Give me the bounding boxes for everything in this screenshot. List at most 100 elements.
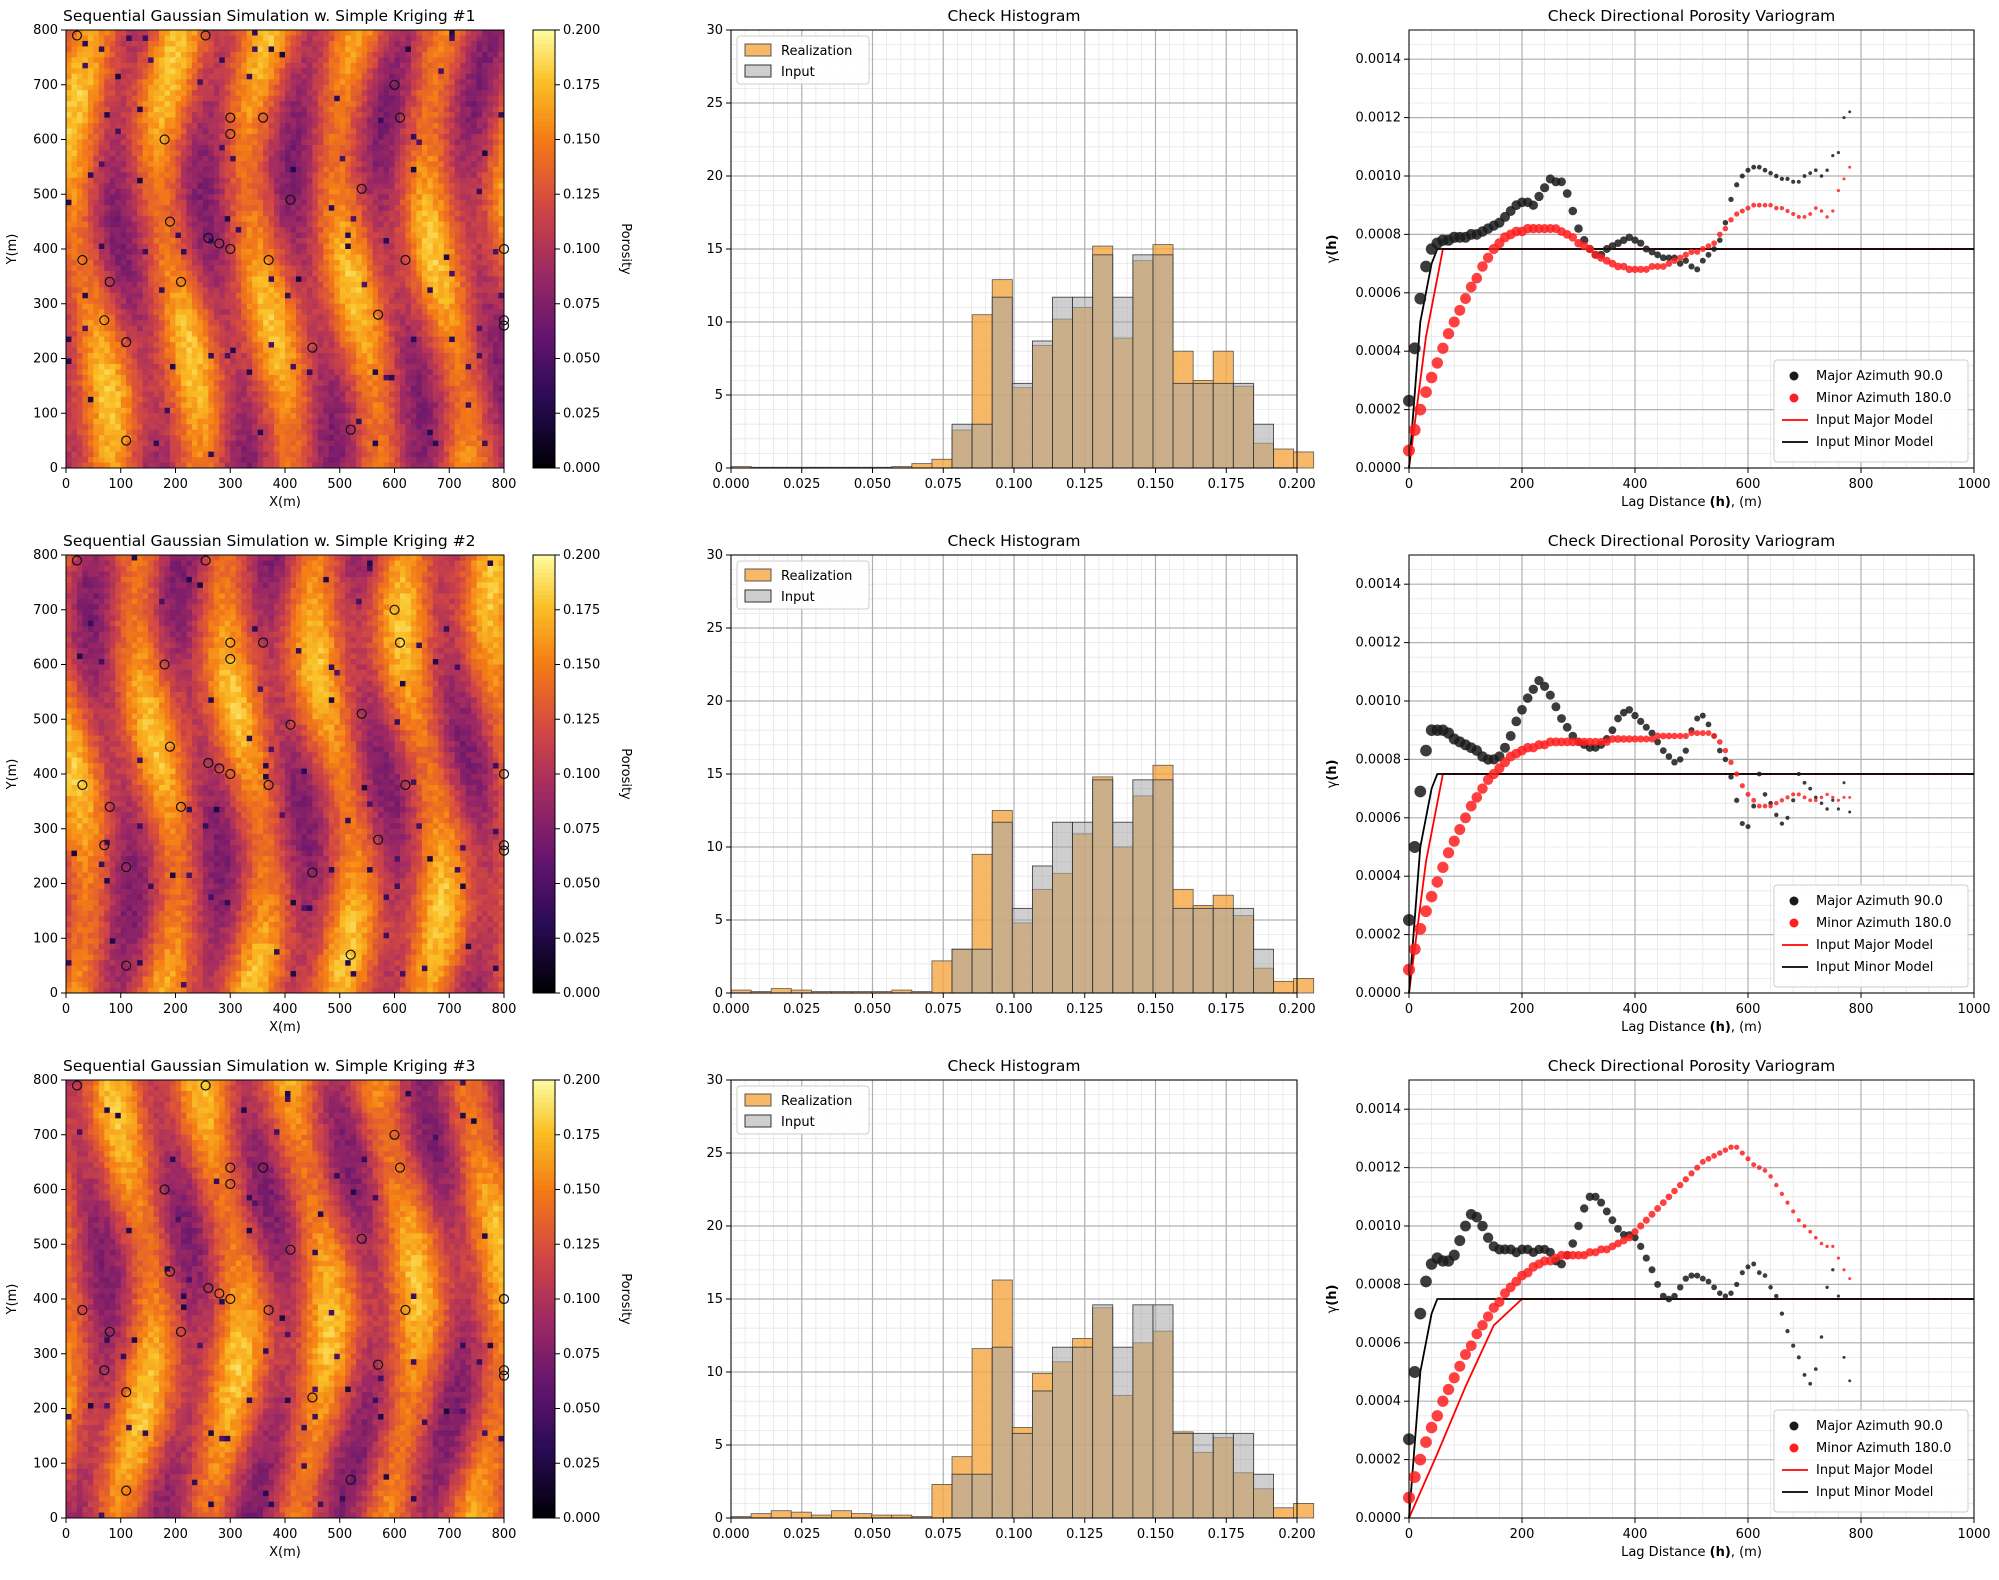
heatmap-cell [180,51,187,58]
heatmap-cell [383,325,390,332]
heatmap-cell [241,440,248,447]
heatmap-cell [87,166,94,173]
heatmap-cell [345,249,352,255]
heatmap-cell [71,40,78,47]
heatmap-cell [175,46,182,53]
heatmap-cell [295,62,302,69]
heatmap-cell [295,259,302,266]
heatmap-cell [356,95,363,102]
heatmap-cell [378,106,384,113]
heatmap-cell [164,106,171,113]
heatmap-cell [120,177,127,184]
heatmap-cell [317,194,324,201]
heatmap-cell [148,457,155,463]
heatmap-cell [372,35,379,42]
heatmap-cell [87,134,94,140]
heatmap-cell [328,424,335,431]
heatmap-cell [339,30,346,36]
heatmap-cell [137,84,144,91]
heatmap-cell [148,62,155,69]
heatmap-cell [312,325,319,332]
heatmap-cell [268,79,275,86]
heatmap-cell [312,150,319,157]
heatmap-cell [219,221,226,228]
heatmap-cell [71,79,78,86]
heatmap-cell [301,451,308,458]
heatmap-cell [219,254,226,261]
heatmap-cell [219,440,226,447]
heatmap-cell [257,106,264,113]
heatmap-cell [213,391,220,398]
heatmap-cell [246,210,253,217]
heatmap-cell [153,51,160,58]
heatmap-cell [197,276,204,283]
heatmap-cell [268,287,275,294]
heatmap-cell [98,413,105,420]
heatmap-cell [279,353,286,359]
heatmap-cell [252,331,259,338]
heatmap-cell [230,68,237,75]
heatmap-cell [345,30,352,36]
heatmap-cell [378,303,384,310]
heatmap-cell [153,90,160,97]
heatmap-cell [274,457,280,463]
heatmap-cell [328,287,335,294]
heatmap-cell [153,95,160,102]
heatmap-cell [180,150,187,157]
heatmap-cell [175,342,182,348]
heatmap-cell [257,314,264,321]
heatmap-cell [361,221,368,228]
heatmap-cell [159,79,165,86]
heatmap-cell [279,287,286,294]
heatmap-cell [235,183,242,190]
heatmap-cell [104,402,111,409]
heatmap-cell [350,123,357,129]
heatmap-cell [399,424,406,431]
heatmap-cell [306,123,313,129]
heatmap-cell [317,363,324,370]
heatmap-cell [87,451,94,458]
heatmap-cell [115,243,122,250]
heatmap-cell [164,292,171,299]
heatmap-cell [274,462,280,469]
heatmap-cell [279,396,286,403]
heatmap-cell [224,90,231,97]
heatmap-cell [224,194,231,201]
heatmap-cell [285,309,291,316]
heatmap-cell [153,84,160,91]
heatmap-cell [230,150,237,157]
heatmap-cell [263,314,269,321]
heatmap-cell [399,435,406,442]
heatmap-cell [345,347,352,354]
heatmap-cell [159,336,165,343]
heatmap-cell [399,336,406,343]
heatmap-cell [389,462,395,469]
heatmap-cell [257,380,264,387]
heatmap-cell [378,68,384,75]
heatmap-cell [295,227,302,233]
heatmap-cell [356,139,363,146]
heatmap-cell [361,407,368,414]
heatmap-cell [66,216,72,223]
heatmap-cell [274,429,280,436]
heatmap-cell [208,123,215,129]
heatmap-cell [104,57,111,64]
heatmap-cell [252,221,259,228]
heatmap-cell [339,342,346,348]
heatmap-cell [378,128,384,135]
heatmap-cell [241,46,248,53]
heatmap-cell [383,73,390,80]
heatmap-cell [93,440,100,447]
heatmap-cell [224,369,231,376]
heatmap-cell [120,84,127,91]
heatmap-cell [350,139,357,146]
heatmap-cell [82,418,89,425]
heatmap-cell [383,123,390,129]
heatmap-cell [170,46,176,53]
heatmap-cell [115,95,122,102]
heatmap-cell [317,320,324,327]
heatmap-cell [350,462,357,469]
heatmap-cell [394,79,401,86]
heatmap-cell [394,188,401,195]
heatmap-cell [389,194,395,201]
